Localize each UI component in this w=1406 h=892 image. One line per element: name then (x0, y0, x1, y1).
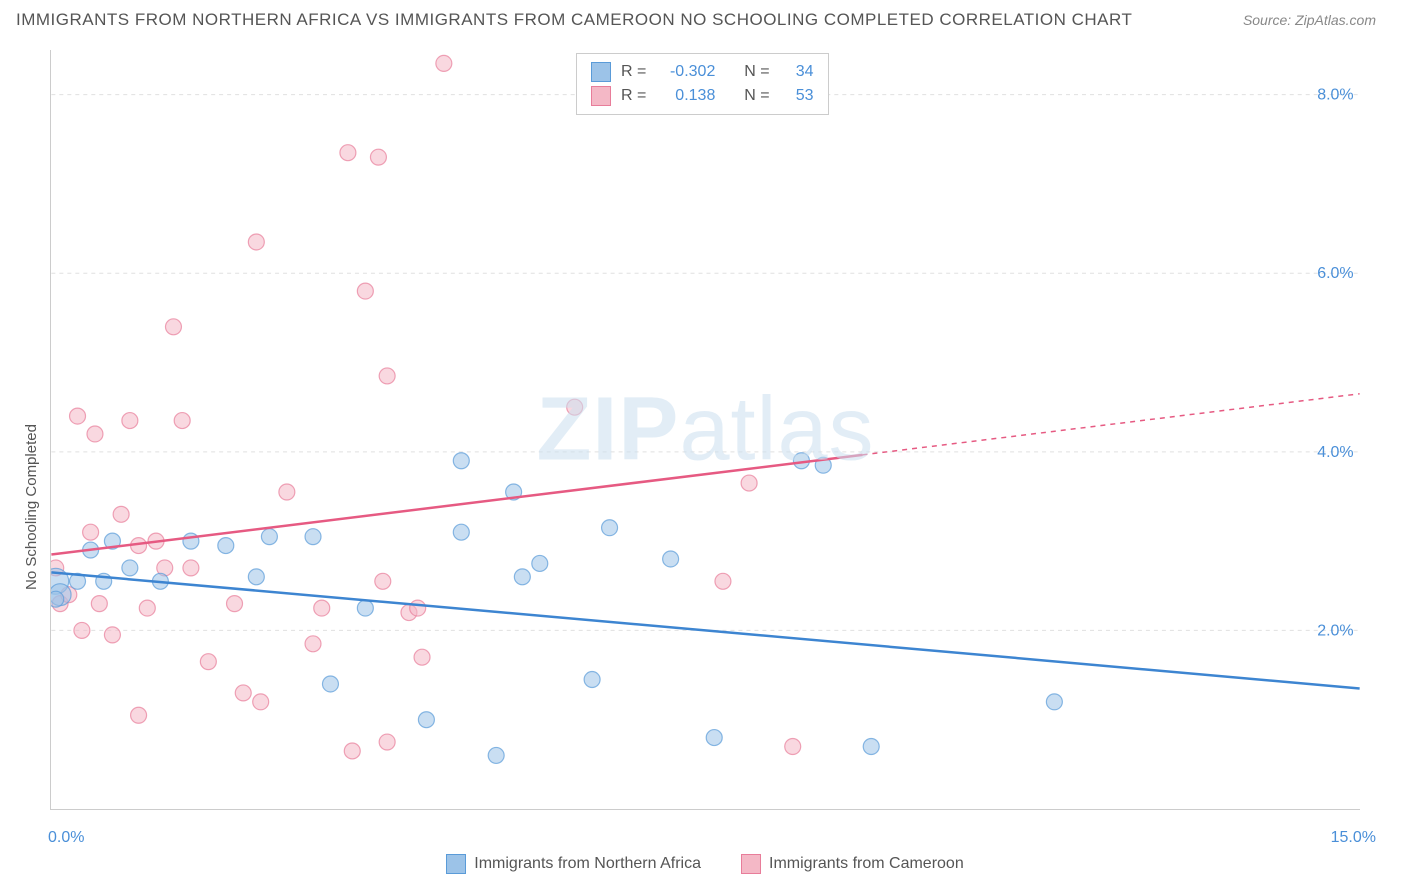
n-label-b: N = (744, 87, 769, 105)
y-axis-label: No Schooling Completed (23, 424, 40, 590)
r-label-b: R = (621, 87, 646, 105)
svg-text:4.0%: 4.0% (1317, 444, 1353, 461)
r-value-a: -0.302 (660, 63, 715, 81)
chart-container: 2.0%4.0%6.0%8.0% ZIPatlas R = -0.302 N =… (50, 50, 1360, 810)
stats-legend-box: R = -0.302 N = 34 R = 0.138 N = 53 (576, 53, 829, 115)
bottom-legend: Immigrants from Northern Africa Immigran… (50, 854, 1360, 874)
legend-item-a: Immigrants from Northern Africa (446, 854, 701, 874)
stats-row-series-a: R = -0.302 N = 34 (591, 60, 814, 84)
swatch-series-b (591, 86, 611, 106)
swatch-series-a (591, 62, 611, 82)
n-value-b: 53 (784, 87, 814, 105)
svg-text:6.0%: 6.0% (1317, 265, 1353, 282)
chart-header: IMMIGRANTS FROM NORTHERN AFRICA VS IMMIG… (0, 0, 1406, 34)
legend-item-b: Immigrants from Cameroon (741, 854, 964, 874)
source-attribution: Source: ZipAtlas.com (1243, 12, 1376, 28)
x-axis-max-label: 15.0% (1331, 829, 1376, 847)
r-value-b: 0.138 (660, 87, 715, 105)
r-label-a: R = (621, 63, 646, 81)
n-label-a: N = (744, 63, 769, 81)
x-axis-min-label: 0.0% (48, 829, 84, 847)
scatter-plot-svg: 2.0% 4.0% 6.0% 8.0% (51, 50, 1360, 809)
chart-title: IMMIGRANTS FROM NORTHERN AFRICA VS IMMIG… (16, 10, 1132, 30)
n-value-a: 34 (784, 63, 814, 81)
stats-row-series-b: R = 0.138 N = 53 (591, 84, 814, 108)
svg-text:2.0%: 2.0% (1317, 622, 1353, 639)
legend-swatch-b (741, 854, 761, 874)
svg-text:8.0%: 8.0% (1317, 87, 1353, 104)
legend-swatch-a (446, 854, 466, 874)
legend-label-a: Immigrants from Northern Africa (474, 855, 701, 873)
legend-label-b: Immigrants from Cameroon (769, 855, 964, 873)
